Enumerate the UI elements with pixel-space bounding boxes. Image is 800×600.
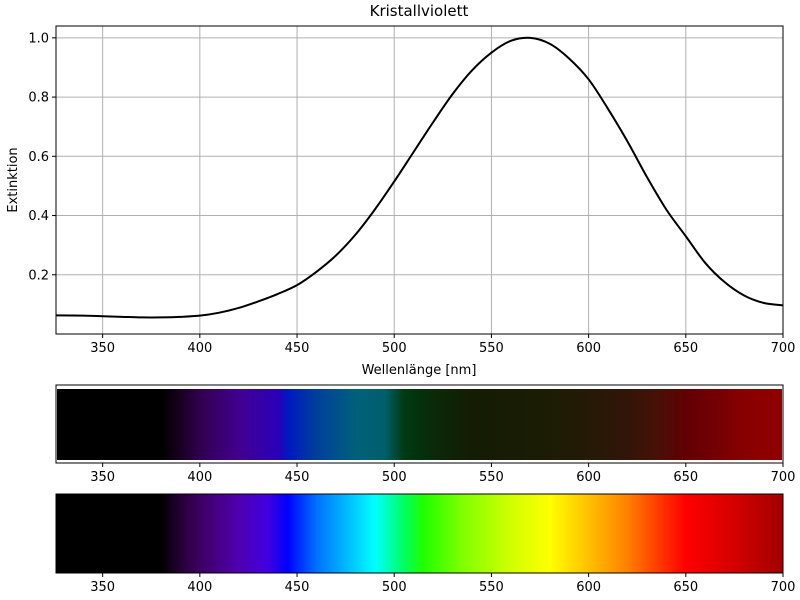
chart-title: Kristallviolett <box>370 2 469 20</box>
x-tick-label: 650 <box>673 470 698 485</box>
absorbed-spectrum-strip: 350 400 450 500 550 600 650 700 <box>55 384 795 485</box>
x-axis-ticks: 350 400 450 500 550 600 650 700 <box>90 463 795 485</box>
x-tick-label: 600 <box>576 580 601 595</box>
x-tick-label: 450 <box>285 341 310 356</box>
x-tick-label: 550 <box>479 341 504 356</box>
x-axis-ticks: 350 400 450 500 550 600 650 700 <box>90 573 795 595</box>
y-tick-label: 0.2 <box>28 268 49 283</box>
y-axis-ticks: 0.2 0.4 0.6 0.8 1.0 <box>28 31 56 283</box>
x-tick-label: 650 <box>673 341 698 356</box>
y-tick-label: 0.6 <box>28 150 49 165</box>
y-tick-label: 0.8 <box>28 91 49 106</box>
x-tick-label: 450 <box>285 580 310 595</box>
x-tick-label: 350 <box>90 341 115 356</box>
x-tick-label: 400 <box>187 470 212 485</box>
x-tick-label: 600 <box>576 470 601 485</box>
spectrum-chart: Kristallviolett 350 400 450 500 550 600 650 700… <box>6 2 795 378</box>
visible-spectrum-band <box>55 493 784 574</box>
x-tick-label: 400 <box>187 341 212 356</box>
strip-frame <box>55 384 784 464</box>
grid <box>56 26 784 334</box>
x-tick-label: 500 <box>382 580 407 595</box>
y-tick-label: 1.0 <box>28 31 49 46</box>
x-tick-label: 400 <box>187 580 212 595</box>
y-tick-label: 0.4 <box>28 209 49 224</box>
x-tick-label: 550 <box>479 580 504 595</box>
absorbed-spectrum-band <box>57 389 782 460</box>
x-tick-label: 500 <box>382 470 407 485</box>
x-tick-label: 650 <box>673 580 698 595</box>
extinction-curve <box>55 36 784 319</box>
x-axis-ticks: 350 400 450 500 550 600 650 700 <box>90 334 795 356</box>
x-tick-label: 550 <box>479 470 504 485</box>
x-tick-label: 700 <box>771 341 796 356</box>
x-tick-label: 500 <box>382 341 407 356</box>
plot-frame <box>55 25 784 335</box>
x-tick-label: 350 <box>90 470 115 485</box>
visible-spectrum-strip: 350 400 450 500 550 600 650 700 <box>55 493 795 595</box>
x-tick-label: 700 <box>771 470 796 485</box>
x-tick-label: 600 <box>576 341 601 356</box>
x-tick-label: 700 <box>771 580 796 595</box>
x-axis-label: Wellenlänge [nm] <box>362 363 477 378</box>
y-axis-label: Extinktion <box>6 147 21 212</box>
x-tick-label: 450 <box>285 470 310 485</box>
x-tick-label: 350 <box>90 580 115 595</box>
